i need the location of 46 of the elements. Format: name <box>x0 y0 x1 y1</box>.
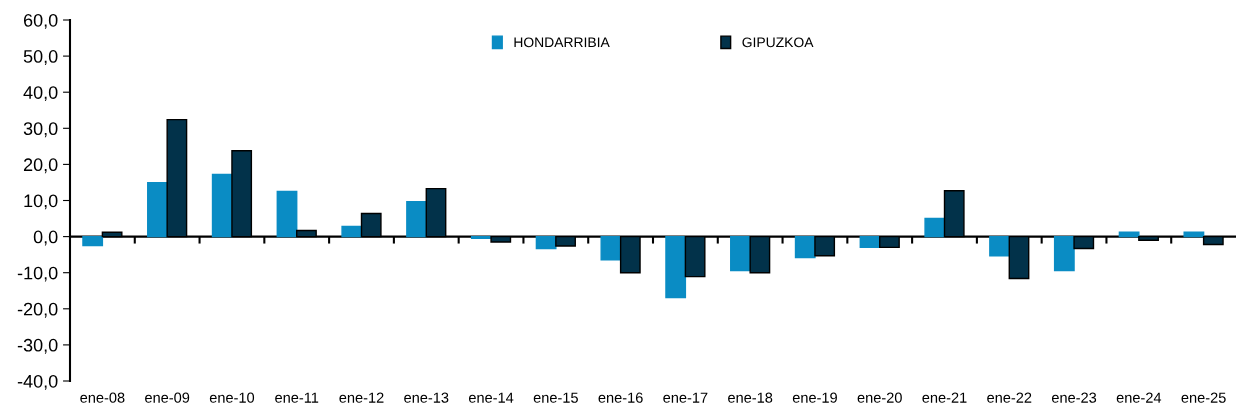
x-tick-label: ene-18 <box>728 392 773 403</box>
x-tick-label: ene-20 <box>857 392 902 403</box>
legend-label: HONDARRIBIA <box>514 37 610 48</box>
x-tick-label: ene-11 <box>275 392 319 403</box>
y-tick-label: 40,0 <box>23 86 58 102</box>
x-tick-label: ene-23 <box>1051 392 1097 403</box>
bar <box>82 235 104 247</box>
x-tick-label: ene-22 <box>987 392 1032 403</box>
bar <box>341 225 363 238</box>
bar <box>859 235 881 249</box>
x-tick-label: ene-21 <box>922 392 967 403</box>
bar <box>730 235 751 272</box>
bar <box>535 235 557 250</box>
y-tick-label: -10,0 <box>17 266 58 282</box>
x-tick-label: ene-19 <box>792 392 837 403</box>
x-tick-label: ene-14 <box>468 392 514 403</box>
bar <box>147 182 168 238</box>
x-tick-label: ene-24 <box>1116 392 1162 403</box>
bar <box>211 173 233 238</box>
x-tick-label: ene-12 <box>339 392 384 403</box>
legend-label: GIPUZKOA <box>742 37 814 48</box>
y-tick-label: -40,0 <box>17 374 58 390</box>
bar <box>989 235 1010 257</box>
y-tick-label: -30,0 <box>17 338 58 354</box>
y-tick-label: 60,0 <box>23 13 58 29</box>
bar <box>794 235 816 259</box>
y-tick-label: 50,0 <box>23 50 58 65</box>
x-tick-label: ene-08 <box>80 392 125 403</box>
x-tick-label: ene-16 <box>598 392 643 403</box>
x-tick-label: ene-25 <box>1181 392 1226 403</box>
y-tick-label: 30,0 <box>23 122 58 138</box>
y-tick-label: -20,0 <box>17 302 58 318</box>
bar <box>600 235 622 261</box>
x-tick-label: ene-17 <box>663 392 708 403</box>
bar <box>276 190 298 238</box>
x-tick-label: ene-09 <box>145 392 190 403</box>
bar <box>924 217 946 238</box>
x-tick-label: ene-15 <box>533 392 578 403</box>
y-tick-label: 10,0 <box>24 194 58 210</box>
bar <box>1053 235 1075 272</box>
y-tick-label: 20,0 <box>23 158 58 174</box>
x-tick-label: ene-10 <box>209 392 255 403</box>
y-tick-label: 0,0 <box>33 230 58 246</box>
bar <box>406 200 427 238</box>
x-tick-label: ene-13 <box>404 392 449 403</box>
bar <box>665 235 687 299</box>
